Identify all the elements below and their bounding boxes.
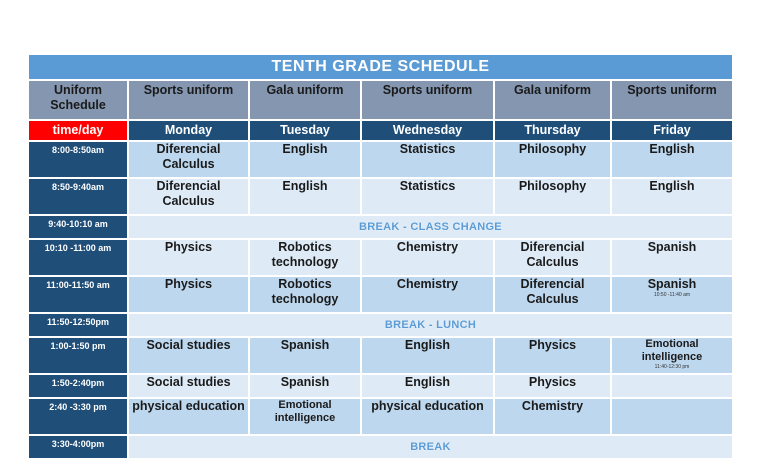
class-cell <box>611 374 733 399</box>
class-cell: Philosophy <box>494 141 612 179</box>
time-slot: 2:40 -3:30 pm <box>29 398 129 436</box>
class-cell: Social studies <box>128 374 250 399</box>
day-monday: Monday <box>128 120 250 142</box>
time-note: 11:40-12:30 pm <box>654 364 690 370</box>
class-cell: Social studies <box>128 337 250 375</box>
time-slot: 8:00-8:50am <box>29 141 129 179</box>
class-cell: Robotics technology <box>249 239 362 277</box>
uniform-tuesday: Gala uniform <box>249 80 362 121</box>
class-cell: Statistics <box>361 141 495 179</box>
class-cell: Spanish <box>249 374 362 399</box>
time-slot: 11:50-12:50pm <box>29 313 129 338</box>
time-slot: 10:10 -11:00 am <box>29 239 129 277</box>
class-cell: Physics <box>128 239 250 277</box>
class-cell: English <box>361 337 495 375</box>
time-slot: 9:40-10:10 am <box>29 215 129 240</box>
class-cell: English <box>361 374 495 399</box>
uniform-monday: Sports uniform <box>128 80 250 121</box>
class-cell: physical education <box>361 398 495 436</box>
day-thursday: Thursday <box>494 120 612 142</box>
class-cell: Physics <box>494 374 612 399</box>
uniform-thursday: Gala uniform <box>494 80 612 121</box>
uniform-header: Uniform Schedule <box>29 80 129 121</box>
class-label: Spanish <box>647 277 697 291</box>
time-slot: 3:30-4:00pm <box>29 435 129 460</box>
class-cell: English <box>611 141 733 179</box>
class-cell: Chemistry <box>494 398 612 436</box>
uniform-friday: Sports uniform <box>611 80 733 121</box>
class-cell: Physics <box>494 337 612 375</box>
class-cell: English <box>249 178 362 216</box>
class-cell: Emotional intelligence <box>249 398 362 436</box>
class-cell: Robotics technology <box>249 276 362 314</box>
class-cell: Diferencial Calculus <box>494 276 612 314</box>
class-cell: Emotional intelligence 11:40-12:30 pm <box>611 337 733 375</box>
break-row: BREAK - CLASS CHANGE <box>128 215 733 240</box>
time-slot: 8:50-9:40am <box>29 178 129 216</box>
class-cell: Diferencial Calculus <box>128 141 250 179</box>
class-cell: Diferencial Calculus <box>128 178 250 216</box>
time-slot: 1:00-1:50 pm <box>29 337 129 375</box>
day-friday: Friday <box>611 120 733 142</box>
time-note: 10:50 -11:40 am <box>653 292 691 298</box>
class-label: Emotional intelligence <box>641 338 703 363</box>
class-cell: Spanish <box>611 239 733 277</box>
schedule-table: TENTH GRADE SCHEDULE Uniform Schedule Sp… <box>29 55 733 460</box>
time-day-header: time/day <box>29 120 129 142</box>
uniform-wednesday: Sports uniform <box>361 80 495 121</box>
class-cell: Chemistry <box>361 239 495 277</box>
class-cell: Philosophy <box>494 178 612 216</box>
class-cell: Diferencial Calculus <box>494 239 612 277</box>
class-cell <box>611 398 733 436</box>
class-cell: English <box>249 141 362 179</box>
class-cell: Spanish 10:50 -11:40 am <box>611 276 733 314</box>
break-row: BREAK - LUNCH <box>128 313 733 338</box>
class-cell: Physics <box>128 276 250 314</box>
day-tuesday: Tuesday <box>249 120 362 142</box>
class-cell: Statistics <box>361 178 495 216</box>
schedule-title: TENTH GRADE SCHEDULE <box>29 55 733 81</box>
day-wednesday: Wednesday <box>361 120 495 142</box>
time-slot: 11:00-11:50 am <box>29 276 129 314</box>
class-cell: physical education <box>128 398 250 436</box>
class-cell: English <box>611 178 733 216</box>
class-cell: Chemistry <box>361 276 495 314</box>
break-row: BREAK <box>128 435 733 460</box>
class-cell: Spanish <box>249 337 362 375</box>
time-slot: 1:50-2:40pm <box>29 374 129 399</box>
